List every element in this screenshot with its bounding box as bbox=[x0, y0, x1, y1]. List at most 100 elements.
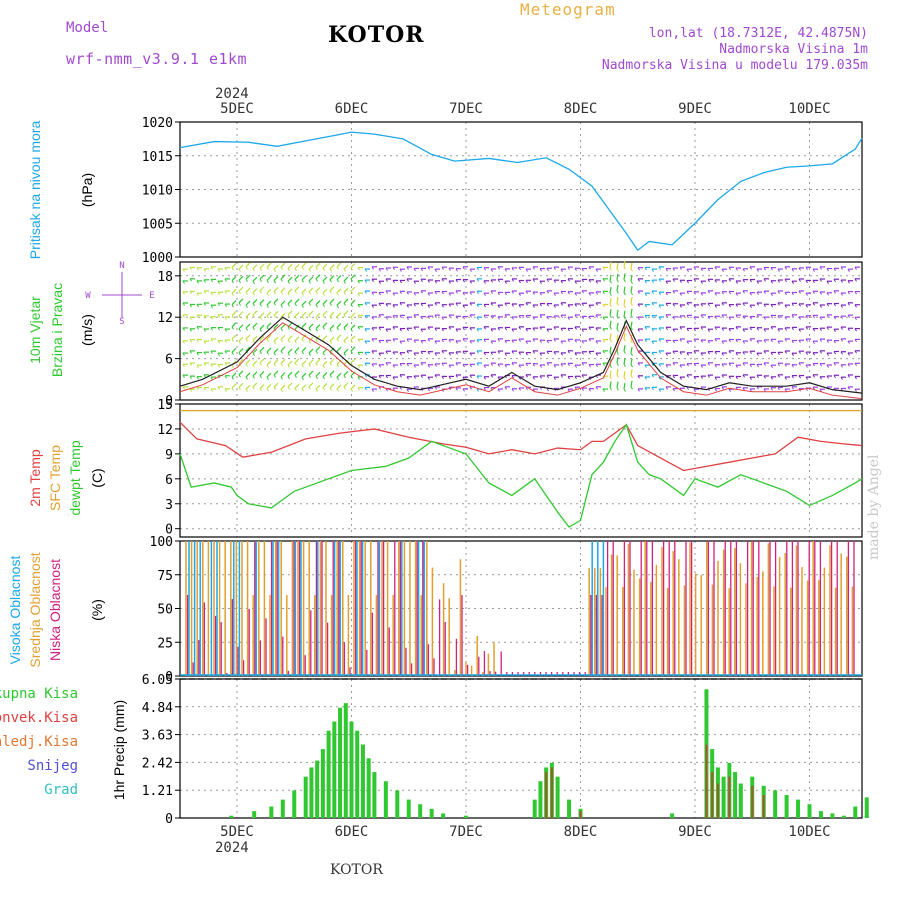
wind-barb-tick bbox=[588, 388, 591, 392]
temp-2m-line bbox=[179, 421, 863, 472]
wind-barb bbox=[259, 312, 265, 318]
wind-barb-tick bbox=[749, 304, 752, 308]
wind-barb bbox=[623, 273, 626, 280]
wind-barb bbox=[329, 358, 335, 364]
wind-barb-tick bbox=[511, 278, 514, 282]
wind-barb bbox=[630, 297, 633, 304]
wind-barb bbox=[252, 276, 258, 282]
wind-barb bbox=[336, 384, 342, 390]
wind-barb bbox=[231, 288, 237, 294]
wind-barb-tick bbox=[182, 302, 185, 306]
wind-barb-tick bbox=[658, 376, 661, 380]
wind-barb-tick bbox=[196, 352, 199, 356]
wind-barb-tick bbox=[273, 280, 276, 284]
wind-barb bbox=[343, 323, 349, 329]
wind-barb-tick bbox=[427, 388, 430, 392]
wind-barb-tick bbox=[686, 328, 689, 332]
wind-barb-tick bbox=[567, 316, 570, 320]
wind-barb bbox=[259, 274, 265, 280]
wind-barb-tick bbox=[812, 291, 815, 295]
wind-barb-tick bbox=[581, 374, 584, 378]
wind-barb-tick bbox=[196, 304, 199, 308]
ytick-label-clouds: 75 bbox=[157, 569, 173, 584]
wind-barb-tick bbox=[273, 302, 276, 306]
temp-unit: (C) bbox=[89, 468, 105, 487]
wind-barb-tick bbox=[721, 291, 724, 295]
wind-barb bbox=[301, 360, 307, 366]
wind-barb-tick bbox=[784, 316, 787, 320]
precip-total-bar bbox=[818, 811, 823, 818]
ytick-label-precipitation: 4.84 bbox=[142, 701, 173, 716]
wind-barb-tick bbox=[693, 291, 696, 295]
ytick-label-precipitation: 2.42 bbox=[142, 756, 173, 771]
wind-barb-tick bbox=[665, 364, 668, 368]
wind-barb-tick bbox=[679, 266, 682, 270]
wind-barb-tick bbox=[308, 314, 311, 318]
wind-barb-tick bbox=[231, 387, 234, 391]
wind-barb-tick bbox=[749, 364, 752, 368]
wind-barb-tick bbox=[840, 326, 843, 330]
wind-barb-tick bbox=[294, 340, 297, 344]
wind-barb-tick bbox=[350, 339, 353, 343]
wind-barb-tick bbox=[840, 304, 843, 308]
wind-barb-tick bbox=[280, 278, 283, 282]
day-label-top: 10DEC bbox=[788, 101, 830, 117]
wind-barb-tick bbox=[693, 328, 696, 332]
wind-barb bbox=[630, 347, 633, 354]
wind-barb-tick bbox=[497, 327, 500, 331]
wind-barb-tick bbox=[749, 292, 752, 296]
ytick-label-pressure: 1010 bbox=[142, 184, 173, 199]
wind-barb-tick bbox=[189, 278, 192, 282]
wind-barb-tick bbox=[609, 280, 612, 284]
wind-barb-tick bbox=[350, 278, 353, 282]
wind-barb-tick bbox=[805, 304, 808, 308]
wind-barb-tick bbox=[182, 268, 185, 272]
wind-barb-tick bbox=[448, 292, 451, 296]
wind-barb-tick bbox=[833, 303, 836, 307]
wind-barb-tick bbox=[518, 326, 521, 330]
wind-barb-tick bbox=[308, 352, 311, 356]
wind-barb-tick bbox=[553, 376, 556, 380]
wind-barb bbox=[623, 332, 626, 339]
wind-barb-tick bbox=[406, 291, 409, 295]
wind-barb-tick bbox=[511, 362, 514, 366]
wind-barb-tick bbox=[714, 376, 717, 380]
wind-barb-tick bbox=[413, 292, 416, 296]
wind-gust-line bbox=[179, 322, 863, 400]
wind-barb-tick bbox=[357, 376, 360, 380]
wind-barb-tick bbox=[763, 267, 766, 271]
wind-barb bbox=[609, 370, 612, 377]
wind-barb-tick bbox=[497, 338, 500, 342]
wind-barb-tick bbox=[798, 316, 801, 320]
wind-barb-tick bbox=[742, 268, 745, 272]
wind-barb-tick bbox=[854, 278, 857, 282]
wind-barb bbox=[273, 276, 279, 281]
wind-barb-tick bbox=[504, 327, 507, 331]
wind-barb-tick bbox=[399, 328, 402, 332]
wind-barb-tick bbox=[427, 326, 430, 330]
wind-barb-tick bbox=[455, 328, 458, 332]
wind-barb-tick bbox=[392, 338, 395, 342]
wind-barb bbox=[238, 311, 244, 317]
wind-barb-tick bbox=[630, 352, 633, 356]
wind-barb-tick bbox=[385, 388, 388, 392]
wind-barb-tick bbox=[196, 280, 199, 284]
wind-barb-tick bbox=[441, 376, 444, 380]
wind-barb-tick bbox=[749, 266, 752, 270]
wind-barb-tick bbox=[329, 315, 332, 319]
wind-barb-tick bbox=[336, 364, 339, 368]
wind-barb-tick bbox=[707, 290, 710, 294]
wind-barb-tick bbox=[280, 328, 283, 332]
wind-barb-tick bbox=[854, 316, 857, 320]
wind-barb-tick bbox=[595, 268, 598, 272]
wind-barb bbox=[308, 287, 314, 293]
precip-total-bar bbox=[538, 781, 543, 818]
wind-barb bbox=[630, 321, 633, 328]
wind-barb-tick bbox=[714, 304, 717, 308]
wind-barb-tick bbox=[287, 326, 290, 330]
wind-barb-tick bbox=[798, 328, 801, 332]
wind-barb-tick bbox=[315, 328, 318, 332]
wind-barb-tick bbox=[434, 386, 437, 390]
wind-barb bbox=[322, 310, 328, 316]
day-label-bottom: 8DEC bbox=[564, 824, 598, 840]
